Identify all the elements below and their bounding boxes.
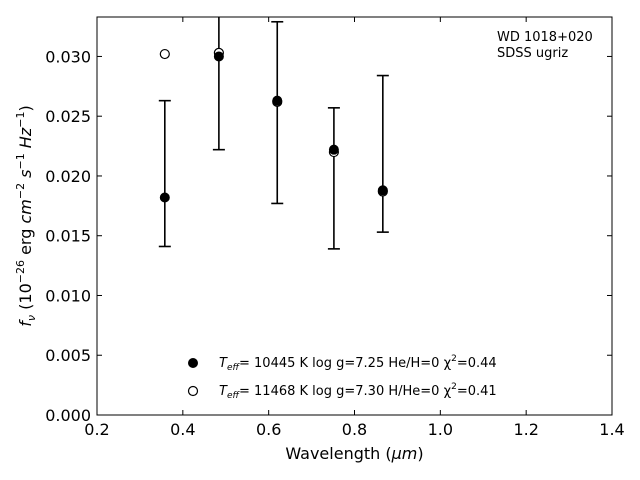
x-tick-label: 0.8 (342, 420, 367, 439)
point-model-filled (328, 144, 339, 155)
data-points (159, 47, 388, 203)
y-tick-label: 0.020 (45, 167, 91, 186)
x-tick-label: 0.6 (256, 420, 281, 439)
point-model-filled (377, 185, 388, 196)
legend-marker-open (187, 385, 199, 397)
y-tick-label: 0.000 (45, 406, 91, 425)
legend: Teff= 10445 K log g=7.25 He/H=0 χ2=0.44 … (187, 354, 497, 401)
plot-area (96, 16, 613, 416)
y-tick-label: 0.030 (45, 47, 91, 66)
y-tick-label: 0.015 (45, 227, 91, 246)
x-tick-label: 0.4 (170, 420, 195, 439)
y-axis-label: fν (10−26 erg cm−2 s−1 Hz−1) (14, 105, 38, 326)
point-model-filled (213, 51, 224, 62)
x-ticks: 0.2 0.4 0.6 0.8 1.0 1.2 1.4 (84, 17, 625, 439)
legend-marker-filled (188, 358, 198, 368)
annotation-survey: SDSS ugriz (497, 46, 568, 61)
y-tick-label: 0.010 (45, 286, 91, 305)
x-tick-label: 1.2 (513, 420, 538, 439)
x-tick-label: 1.4 (599, 420, 624, 439)
error-bars (158, 17, 389, 250)
x-tick-label: 0.2 (84, 420, 109, 439)
annotation-object: WD 1018+020 (497, 30, 593, 45)
legend-entry-2: Teff= 11468 K log g=7.30 H/He=0 χ2=0.41 (219, 382, 497, 401)
x-tick-label: 1.0 (428, 420, 453, 439)
point-model-filled (159, 192, 170, 203)
y-tick-label: 0.025 (45, 107, 91, 126)
y-tick-label: 0.005 (45, 346, 91, 365)
x-axis-label: Wavelength (μm) (285, 444, 423, 463)
point-model-open (159, 48, 170, 60)
point-model-filled (272, 95, 283, 106)
y-ticks: 0.000 0.005 0.010 0.015 0.020 0.025 0.030 (45, 47, 612, 425)
legend-entry-1: Teff= 10445 K log g=7.25 He/H=0 χ2=0.44 (219, 354, 497, 373)
